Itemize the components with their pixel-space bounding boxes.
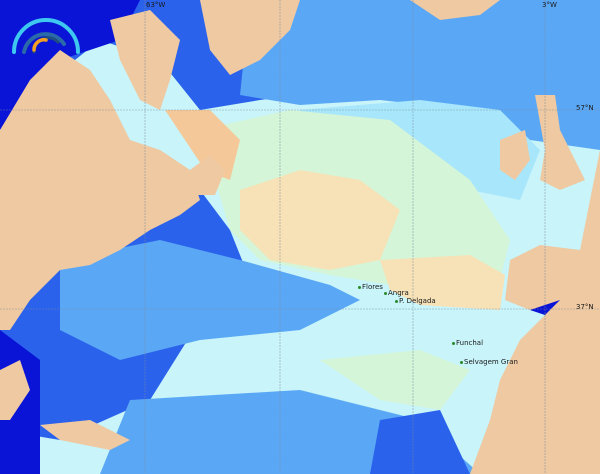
- land-iceland: [410, 0, 500, 20]
- place-label: Angra: [388, 289, 409, 297]
- ocean-deep-nw: [0, 0, 140, 130]
- wave-arc-logo-icon[interactable]: [10, 14, 82, 54]
- ocean-west-mid: [60, 240, 360, 360]
- lat-label-37n: 37°N: [576, 303, 594, 311]
- place-p-delgada[interactable]: P. Delgada: [395, 297, 436, 305]
- place-flores[interactable]: Flores: [358, 283, 383, 291]
- place-selvagem-grande[interactable]: Selvagem Gran: [460, 358, 518, 366]
- place-label: Funchal: [456, 339, 484, 347]
- place-label: Selvagem Gran: [464, 358, 518, 366]
- place-marker-icon: [384, 291, 387, 295]
- land-ireland: [500, 130, 530, 180]
- place-label: Flores: [362, 283, 383, 291]
- land-newfoundland: [190, 155, 225, 195]
- place-funchal[interactable]: Funchal: [452, 339, 483, 347]
- ocean-band-mid-north: [240, 0, 600, 150]
- ocean-green-south: [320, 350, 470, 410]
- lon-label-63w: 63°W: [146, 1, 166, 9]
- land-greenland: [200, 0, 300, 75]
- land-britain: [535, 95, 585, 190]
- place-marker-icon: [358, 285, 361, 289]
- lon-label-3w: 3°W: [542, 1, 557, 9]
- land-north-america: [0, 50, 200, 330]
- place-marker-icon: [395, 299, 398, 303]
- place-angra[interactable]: Angra: [384, 289, 409, 297]
- place-marker-icon: [460, 360, 463, 364]
- place-marker-icon: [452, 341, 455, 345]
- place-label: P. Delgada: [399, 297, 436, 305]
- lat-label-57n: 57°N: [576, 104, 594, 112]
- ocean-orange-labrador: [165, 110, 240, 180]
- ocean-peach-east: [380, 255, 505, 310]
- ocean-deep-south: [370, 410, 470, 474]
- land-florida-cuba: [0, 360, 130, 450]
- land-europe: [470, 150, 600, 474]
